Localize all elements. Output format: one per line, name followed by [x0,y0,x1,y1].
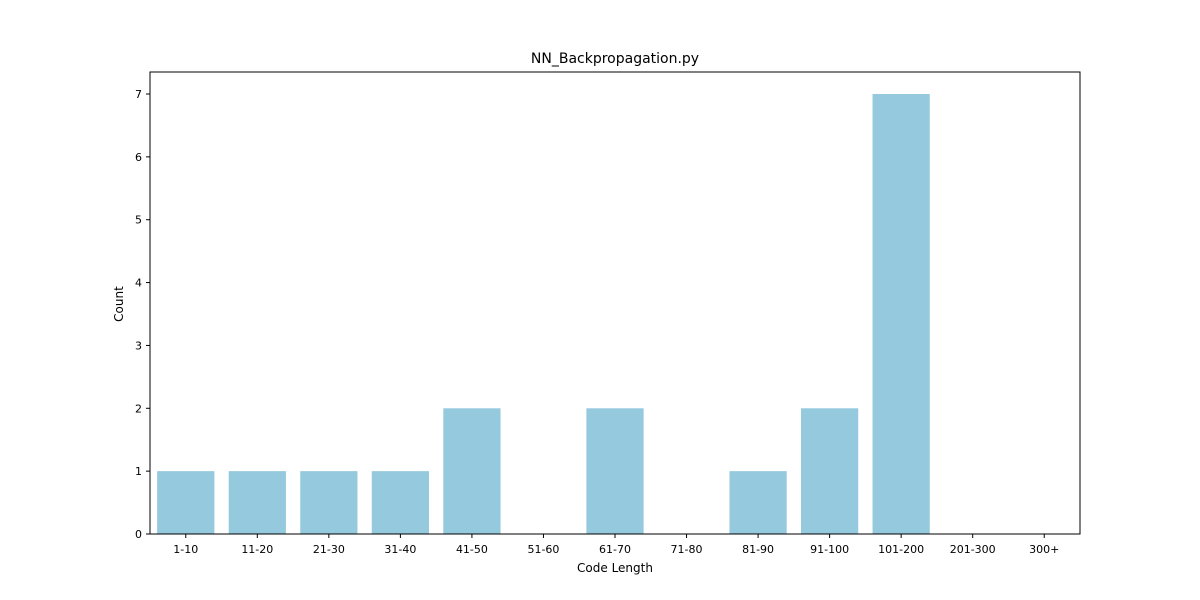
x-axis-ticks: 1-10 11-20 21-30 31-40 41-50 51-60 61-70 71-80 8… [173,534,1059,556]
y-tick-label: 2 [135,402,142,415]
chart-title: NN_Backpropagation.py [531,51,699,67]
y-tick-label: 3 [135,339,142,352]
y-tick-label: 6 [135,151,142,164]
x-tick-label: 201-300 [950,543,996,556]
y-tick-label: 5 [135,214,142,227]
x-tick-label: 91-100 [810,543,849,556]
x-tick-label: 41-50 [456,543,488,556]
x-tick-label: 1-10 [173,543,198,556]
x-tick-label: 11-20 [241,543,273,556]
x-tick-label: 51-60 [527,543,559,556]
plot-frame [149,71,1081,535]
bar-81-90 [729,471,787,534]
y-axis-ticks: 0 1 2 3 4 5 6 7 [135,88,150,541]
x-tick-label: 71-80 [671,543,703,556]
bars-group [157,94,930,534]
bar-1-10 [157,471,215,534]
bar-91-100 [801,408,859,534]
bar-31-40 [371,471,429,534]
bar-101-200 [872,94,930,534]
y-tick-label: 0 [135,528,142,541]
x-tick-label: 31-40 [384,543,416,556]
y-tick-label: 7 [135,88,142,101]
x-tick-label: 21-30 [313,543,345,556]
y-axis-label: Count [112,286,126,322]
x-axis-label: Code Length [577,561,653,575]
y-tick-label: 4 [135,277,142,290]
x-tick-label: 300+ [1029,543,1059,556]
bar-21-30 [300,471,358,534]
bar-61-70 [586,408,644,534]
bar-41-50 [443,408,501,534]
bar-11-20 [228,471,286,534]
x-tick-label: 61-70 [599,543,631,556]
x-tick-label: 101-200 [878,543,924,556]
y-tick-label: 1 [135,465,142,478]
x-tick-label: 81-90 [742,543,774,556]
